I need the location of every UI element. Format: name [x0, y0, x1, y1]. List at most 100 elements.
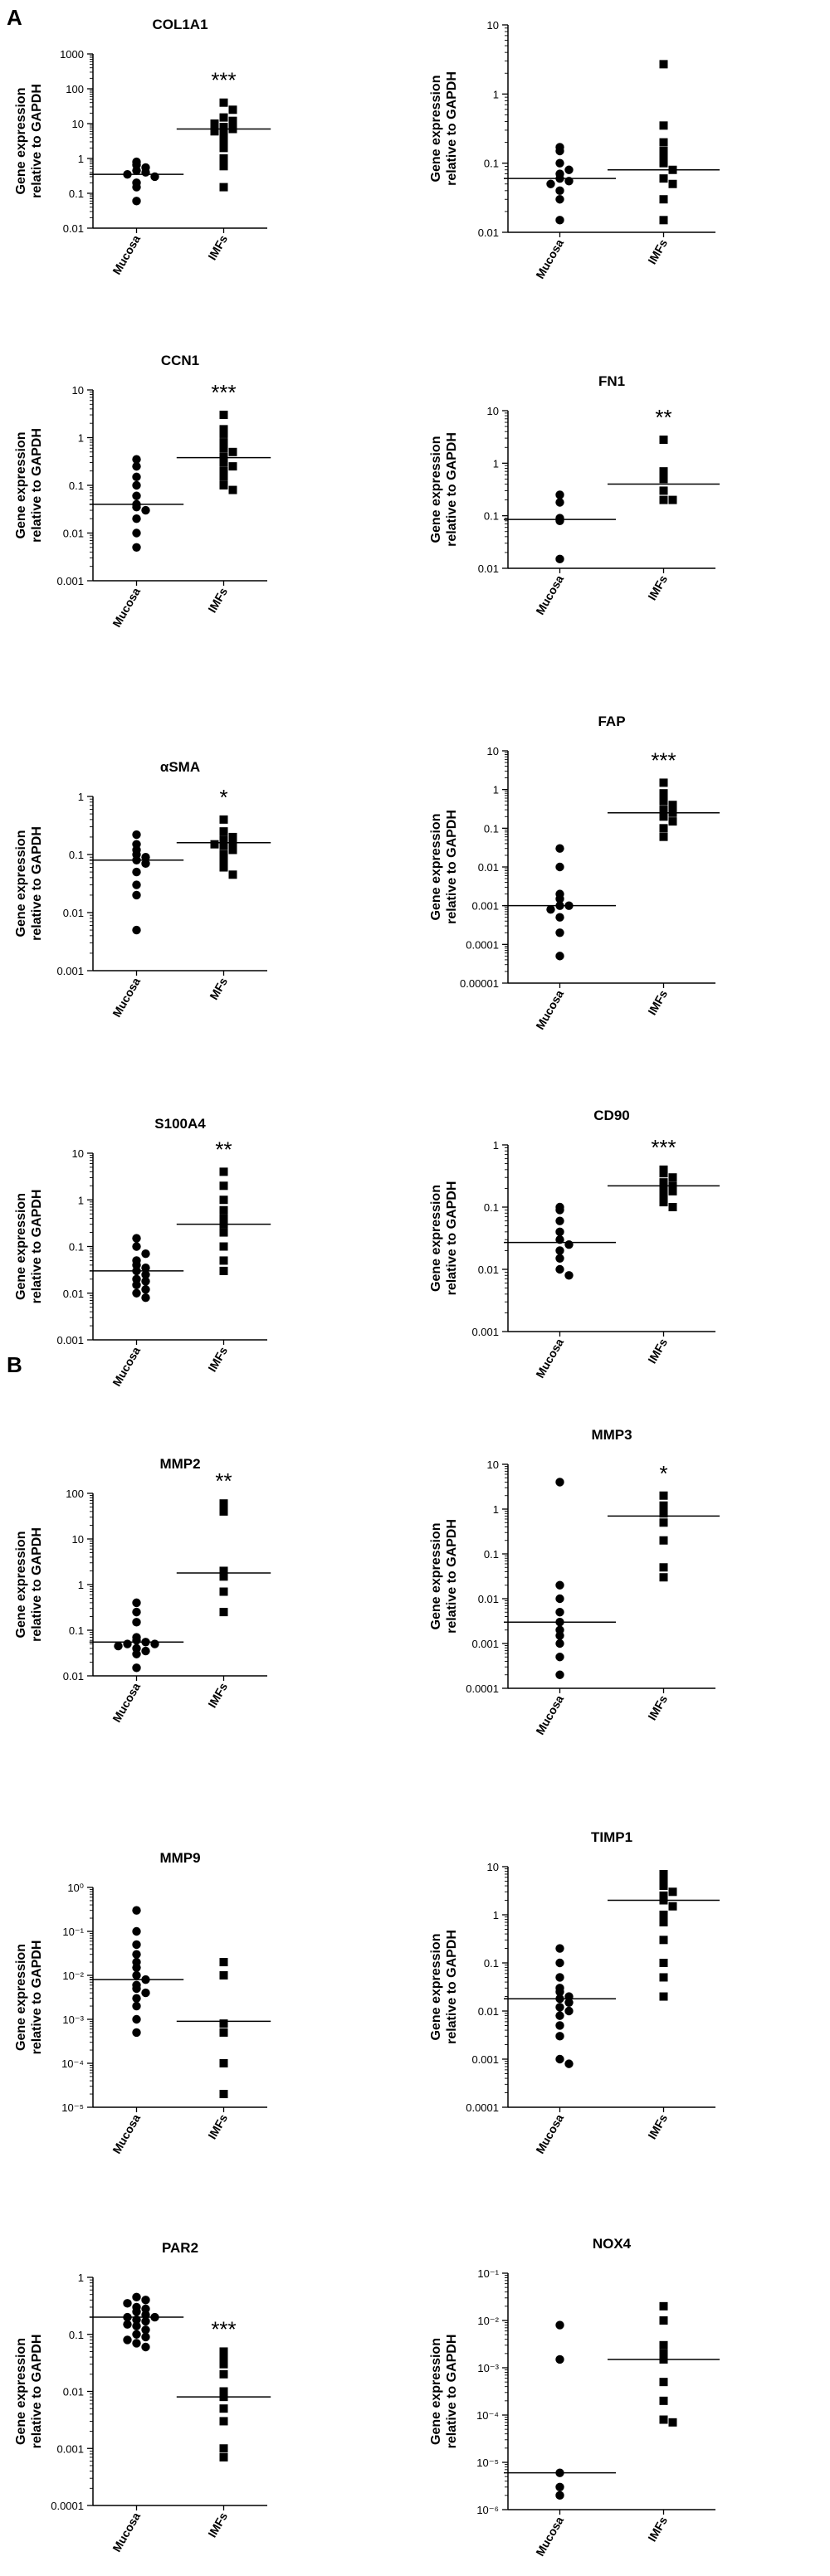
chart-title: TIMP1: [591, 1829, 632, 1845]
x-tick-label: IMFs: [645, 1692, 670, 1722]
data-point-mucosa: [123, 2335, 132, 2345]
data-point-mucosa: [555, 862, 564, 872]
data-point-imfs: [659, 1869, 668, 1878]
data-point-mucosa: [132, 1607, 141, 1617]
y-tick-label: 0.001: [56, 575, 84, 587]
y-tick-label: 0.1: [484, 1957, 499, 1970]
data-point-mucosa: [564, 165, 574, 174]
y-tick-label: 1: [78, 2272, 84, 2284]
fig-mmp9: MMP9 10⁻⁵ 10⁻⁴ 10⁻³ 10⁻² 10⁻¹ 10⁰ Gene expressi…: [14, 1850, 271, 2156]
y-axis-label: Gene expression relative to GAPDH: [429, 1930, 459, 2044]
y-tick-label: 0.001: [471, 900, 499, 913]
y-tick-label: 0.1: [69, 849, 84, 861]
x-tick-label: Mucosa: [533, 2514, 566, 2558]
chart-title: MMP2: [159, 1456, 200, 1472]
y-tick-label: 10: [487, 745, 499, 757]
data-point-mfs: [210, 840, 219, 849]
significance-stars: ***: [211, 380, 236, 405]
y-tick-label: 0.00001: [460, 977, 499, 990]
data-point-mfs: [219, 863, 228, 872]
data-point-mucosa: [132, 528, 141, 538]
data-point-imfs: [219, 2387, 228, 2396]
fig-ccn1: CCN1 0.001 0.01 0.1 1 10 Gene expression relati…: [14, 353, 271, 630]
x-tick-label: IMFs: [645, 1336, 670, 1366]
data-point-mucosa: [141, 2342, 150, 2352]
y-tick-label: 0.01: [63, 907, 84, 919]
data-point-imfs: [659, 812, 668, 821]
data-point-mucosa: [132, 1649, 141, 1658]
data-point-imfs: [219, 1181, 228, 1191]
data-point-imfs: [659, 2415, 668, 2424]
chart-title: MMP9: [159, 1850, 200, 1866]
data-point-mfs: [228, 832, 237, 841]
data-point-imfs: [659, 1169, 668, 1178]
data-point-imfs: [659, 1491, 668, 1500]
data-point-mucosa: [555, 2354, 564, 2364]
y-tick-label: 10⁻²: [62, 1970, 84, 1982]
y-tick-label: 1: [493, 1503, 499, 1516]
y-tick-label: 10: [72, 1533, 84, 1546]
y-tick-label: 10: [487, 1458, 499, 1471]
data-point-mucosa: [555, 498, 564, 507]
data-point-mucosa: [555, 1478, 564, 1487]
data-point-mucosa: [141, 505, 150, 515]
data-point-imfs: [668, 179, 677, 188]
data-point-mfs: [228, 870, 237, 879]
data-point-mucosa: [132, 1636, 141, 1645]
data-point-imfs: [659, 2349, 668, 2358]
data-point-mucosa: [555, 2491, 564, 2501]
data-point-imfs: [659, 121, 668, 130]
x-tick-label: Mucosa: [533, 236, 566, 280]
y-axis-label: Gene expression relative to GAPDH: [429, 432, 459, 547]
data-point-mucosa: [555, 1580, 564, 1590]
data-point-imfs: [219, 2452, 228, 2462]
y-tick-label: 1: [78, 432, 84, 445]
data-point-mucosa: [546, 904, 555, 914]
data-point-mucosa: [141, 168, 150, 177]
y-axis-label: Gene expression relative to GAPDH: [14, 1941, 44, 2055]
data-point-imfs: [659, 467, 668, 476]
x-tick-label: Mucosa: [110, 232, 143, 276]
significance-stars: **: [215, 1137, 232, 1161]
x-tick-label: IMFs: [645, 2514, 670, 2544]
significance-stars: ***: [211, 2316, 236, 2341]
y-tick-label: 0.01: [478, 226, 499, 239]
x-tick-label: IMFs: [645, 236, 670, 266]
data-point-imfs: [219, 144, 228, 153]
data-point-imfs: [210, 119, 219, 128]
data-point-mucosa: [555, 1235, 564, 1244]
data-point-mucosa: [555, 1594, 564, 1604]
data-point-mucosa: [132, 2321, 141, 2330]
data-point-imfs: [219, 1167, 228, 1176]
data-point-mucosa: [141, 2325, 150, 2335]
data-point-mucosa: [132, 2307, 141, 2316]
data-point-imfs: [219, 2404, 228, 2413]
y-tick-label: 0.001: [56, 965, 84, 977]
data-point-mucosa: [555, 1670, 564, 1679]
data-point-imfs: [668, 817, 677, 826]
x-tick-label: Mucosa: [533, 2111, 566, 2155]
data-point-mucosa: [132, 461, 141, 471]
data-point-mucosa: [132, 166, 141, 175]
significance-stars: *: [659, 1461, 667, 1486]
y-tick-label: 0.001: [471, 2053, 499, 2066]
data-point-mucosa: [564, 2006, 574, 2016]
data-point-imfs: [659, 2396, 668, 2405]
data-point-imfs: [219, 1971, 228, 1979]
data-point-mucosa: [555, 158, 564, 168]
y-tick-label: 0.1: [69, 187, 84, 200]
data-point-mucosa: [132, 1906, 141, 1915]
data-point-mucosa: [132, 1280, 141, 1290]
data-point-imfs: [659, 60, 668, 69]
fig-cd90: CD90 0.001 0.01 0.1 1 Gene expression relative…: [429, 1108, 720, 1381]
data-point-imfs: [219, 1266, 228, 1275]
data-point-imfs: [659, 1184, 668, 1193]
y-tick-label: 10: [487, 19, 499, 32]
data-point-imfs: [219, 162, 228, 171]
y-axis-label: Gene expression relative to GAPDH: [429, 1519, 459, 1634]
y-axis-label: Gene expression relative to GAPDH: [14, 428, 44, 543]
x-tick-label: Mucosa: [110, 585, 143, 629]
y-tick-label: 10: [487, 405, 499, 417]
data-point-mucosa: [132, 1926, 141, 1936]
